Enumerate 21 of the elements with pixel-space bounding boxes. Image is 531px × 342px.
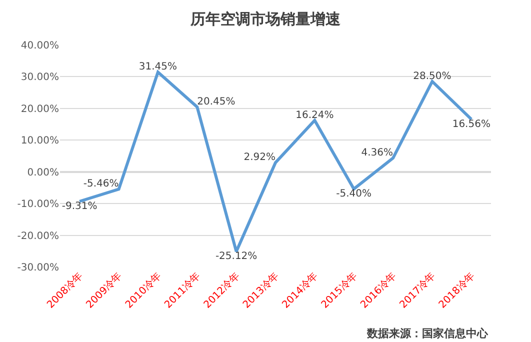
- data-label: -9.31%: [62, 200, 98, 212]
- source-note: 数据来源：国家信息中心: [366, 327, 489, 340]
- y-tick-label: -20.00%: [17, 230, 59, 242]
- data-label: 31.45%: [138, 62, 178, 73]
- y-tick-label: 0.00%: [27, 167, 59, 178]
- data-label: 4.36%: [361, 148, 394, 159]
- data-label: -25.12%: [215, 251, 258, 262]
- y-tick-label: 40.00%: [20, 40, 59, 52]
- data-label: -5.46%: [83, 178, 119, 190]
- y-tick-label: 30.00%: [20, 72, 59, 84]
- y-tick-label: -10.00%: [17, 199, 59, 210]
- y-tick-label: 10.00%: [20, 136, 59, 147]
- data-label: 16.56%: [452, 118, 490, 130]
- data-label: 20.45%: [197, 96, 236, 108]
- y-tick-label: -30.00%: [17, 262, 59, 274]
- data-label: 28.50%: [413, 70, 452, 82]
- data-label: -5.40%: [336, 188, 372, 200]
- data-label: 2.92%: [244, 152, 276, 164]
- data-label: 16.24%: [296, 110, 334, 121]
- y-tick-label: 20.00%: [20, 104, 59, 115]
- chart-title: 历年空调市场销量增速: [190, 10, 342, 28]
